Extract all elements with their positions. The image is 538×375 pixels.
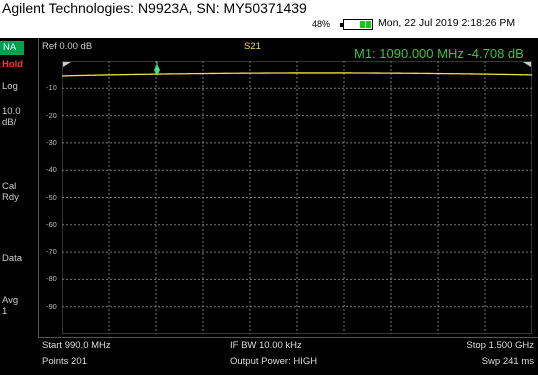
instrument-title: Agilent Technologies: N9923A, SN: MY5037… bbox=[2, 0, 307, 16]
footer-bar: Start 990.0 MHz Points 201 IF BW 10.00 k… bbox=[38, 337, 538, 375]
marker-1: 1 bbox=[154, 61, 160, 76]
sweep-time[interactable]: Swp 241 ms bbox=[481, 356, 534, 367]
title-bar: Agilent Technologies: N9923A, SN: MY5037… bbox=[0, 0, 538, 38]
right-sweep-arrow bbox=[523, 62, 531, 67]
output-power[interactable]: Output Power: HIGH bbox=[230, 356, 318, 367]
y-tick-label: -50 bbox=[46, 192, 57, 202]
start-frequency[interactable]: Start 990.0 MHz bbox=[42, 340, 111, 351]
if-bandwidth[interactable]: IF BW 10.00 kHz bbox=[230, 340, 302, 351]
y-tick-label: -90 bbox=[46, 301, 57, 311]
plot-frame bbox=[38, 38, 538, 337]
scale-indicator[interactable]: 10.0 dB/ bbox=[2, 106, 21, 128]
marker-readout: M1: 1090.000 MHz -4.708 dB bbox=[354, 46, 524, 61]
battery-percent: 48% bbox=[312, 19, 331, 29]
mode-indicator[interactable]: NA bbox=[0, 41, 24, 55]
grid-lines bbox=[62, 61, 532, 334]
hold-indicator[interactable]: Hold bbox=[2, 59, 24, 70]
cal-indicator[interactable]: Cal Rdy bbox=[2, 181, 19, 203]
y-tick-label: -80 bbox=[46, 274, 57, 284]
s21-trace bbox=[62, 72, 532, 77]
y-tick-label: -40 bbox=[46, 165, 57, 175]
marker-1-label: 1 bbox=[155, 61, 160, 62]
battery-icon bbox=[340, 19, 373, 30]
datetime: Mon, 22 Jul 2019 2:18:26 PM bbox=[378, 17, 516, 29]
y-tick-label: -10 bbox=[46, 83, 57, 93]
y-tick-label: -60 bbox=[46, 219, 57, 229]
data-indicator[interactable]: Data bbox=[2, 253, 23, 264]
trace-plot[interactable]: 1 bbox=[62, 61, 532, 334]
status-sidebar: NA Hold Log 10.0 dB/ Cal Rdy Data Avg 1 bbox=[0, 38, 38, 375]
format-indicator[interactable]: Log bbox=[2, 81, 18, 92]
stop-frequency[interactable]: Stop 1.500 GHz bbox=[466, 340, 534, 351]
points[interactable]: Points 201 bbox=[42, 356, 87, 367]
marker-1-diamond bbox=[154, 64, 160, 76]
y-tick-label: -30 bbox=[46, 137, 57, 147]
avg-indicator[interactable]: Avg 1 bbox=[2, 295, 19, 317]
y-tick-label: -70 bbox=[46, 247, 57, 257]
trace-name[interactable]: S21 bbox=[244, 41, 261, 52]
y-tick-label: -20 bbox=[46, 110, 57, 120]
reference-level[interactable]: Ref 0.00 dB bbox=[42, 41, 93, 52]
left-sweep-arrow bbox=[63, 62, 71, 67]
